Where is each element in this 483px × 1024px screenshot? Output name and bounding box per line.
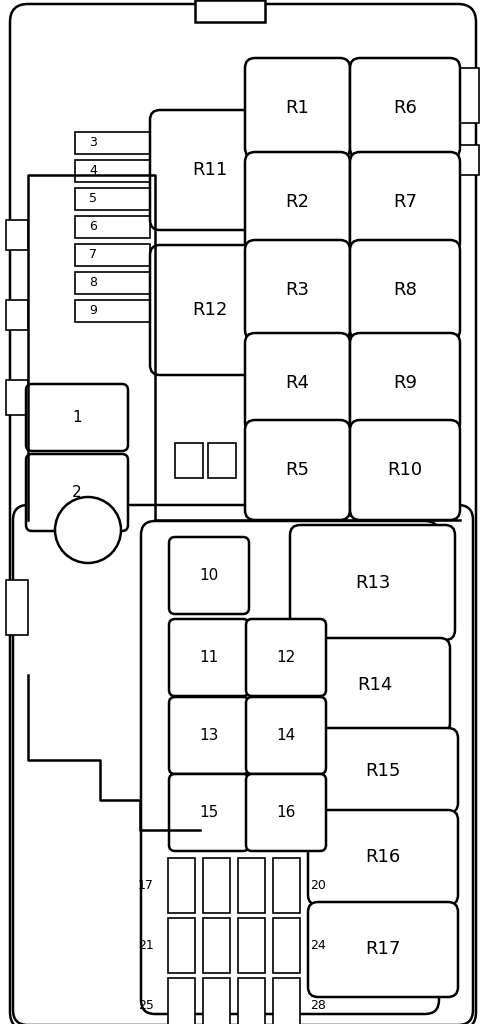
Text: 7: 7 [89, 249, 97, 261]
FancyBboxPatch shape [245, 58, 350, 158]
Bar [75, 132, 150, 154]
Bar [195, 0, 265, 22]
Text: R1: R1 [285, 99, 310, 117]
FancyBboxPatch shape [308, 810, 458, 905]
Text: 25: 25 [138, 999, 154, 1012]
Text: R9: R9 [393, 374, 417, 392]
Text: 16: 16 [276, 805, 296, 820]
Text: R5: R5 [285, 461, 310, 479]
FancyBboxPatch shape [300, 638, 450, 733]
FancyBboxPatch shape [350, 152, 460, 252]
Text: 20: 20 [310, 879, 326, 892]
Bar [75, 272, 150, 294]
Text: R14: R14 [357, 677, 393, 694]
Text: 1: 1 [72, 410, 82, 425]
Text: R4: R4 [285, 374, 310, 392]
FancyBboxPatch shape [350, 333, 460, 433]
FancyBboxPatch shape [245, 333, 350, 433]
Bar [75, 188, 150, 210]
Text: R12: R12 [192, 301, 227, 319]
Bar [238, 858, 265, 913]
FancyBboxPatch shape [290, 525, 455, 640]
FancyBboxPatch shape [26, 384, 128, 451]
Text: 2: 2 [72, 485, 82, 500]
Bar [168, 918, 195, 973]
FancyBboxPatch shape [245, 152, 350, 252]
Bar [75, 160, 150, 182]
Text: 17: 17 [138, 879, 154, 892]
Bar [203, 978, 230, 1024]
Bar [454, 145, 479, 175]
Text: 6: 6 [89, 220, 97, 233]
FancyBboxPatch shape [150, 245, 270, 375]
Bar [273, 918, 300, 973]
Text: 11: 11 [199, 650, 219, 665]
Text: 28: 28 [310, 999, 326, 1012]
Bar [203, 858, 230, 913]
Bar [75, 216, 150, 238]
Bar [203, 918, 230, 973]
Circle shape [55, 497, 121, 563]
Text: 14: 14 [276, 728, 296, 743]
Bar [273, 858, 300, 913]
Bar [6, 580, 28, 635]
Text: R6: R6 [393, 99, 417, 117]
Text: 13: 13 [199, 728, 219, 743]
FancyBboxPatch shape [169, 618, 249, 696]
FancyBboxPatch shape [245, 420, 350, 520]
FancyBboxPatch shape [10, 4, 476, 1024]
Bar [238, 978, 265, 1024]
Bar [175, 443, 203, 478]
Bar [168, 858, 195, 913]
Text: 5: 5 [89, 193, 97, 206]
FancyBboxPatch shape [169, 537, 249, 614]
Bar [75, 300, 150, 322]
FancyBboxPatch shape [13, 505, 473, 1024]
FancyBboxPatch shape [308, 902, 458, 997]
Bar [6, 220, 28, 250]
Text: R16: R16 [365, 849, 400, 866]
FancyBboxPatch shape [246, 697, 326, 774]
Bar [454, 68, 479, 123]
FancyBboxPatch shape [26, 454, 128, 531]
Text: R13: R13 [355, 573, 390, 592]
Bar [168, 978, 195, 1024]
Text: R3: R3 [285, 281, 310, 299]
FancyBboxPatch shape [308, 728, 458, 813]
Text: R17: R17 [365, 940, 401, 958]
Bar [6, 380, 28, 415]
Text: 10: 10 [199, 568, 219, 583]
Text: 4: 4 [89, 165, 97, 177]
Text: 12: 12 [276, 650, 296, 665]
Text: R11: R11 [192, 161, 227, 179]
FancyBboxPatch shape [246, 618, 326, 696]
Text: R7: R7 [393, 193, 417, 211]
FancyBboxPatch shape [245, 240, 350, 340]
Bar [208, 443, 236, 478]
Bar [75, 244, 150, 266]
Text: R10: R10 [387, 461, 423, 479]
Text: R15: R15 [365, 762, 401, 779]
FancyBboxPatch shape [350, 420, 460, 520]
Text: 9: 9 [89, 304, 97, 317]
Text: 15: 15 [199, 805, 219, 820]
FancyBboxPatch shape [246, 774, 326, 851]
Bar [6, 300, 28, 330]
Text: 3: 3 [89, 136, 97, 150]
Text: 21: 21 [138, 939, 154, 952]
FancyBboxPatch shape [169, 774, 249, 851]
Text: R8: R8 [393, 281, 417, 299]
Bar [238, 918, 265, 973]
FancyBboxPatch shape [169, 697, 249, 774]
Bar [273, 978, 300, 1024]
FancyBboxPatch shape [350, 240, 460, 340]
Text: 24: 24 [310, 939, 326, 952]
FancyBboxPatch shape [150, 110, 270, 230]
FancyBboxPatch shape [350, 58, 460, 158]
FancyBboxPatch shape [141, 521, 439, 1014]
Text: R2: R2 [285, 193, 310, 211]
Text: 8: 8 [89, 276, 97, 290]
